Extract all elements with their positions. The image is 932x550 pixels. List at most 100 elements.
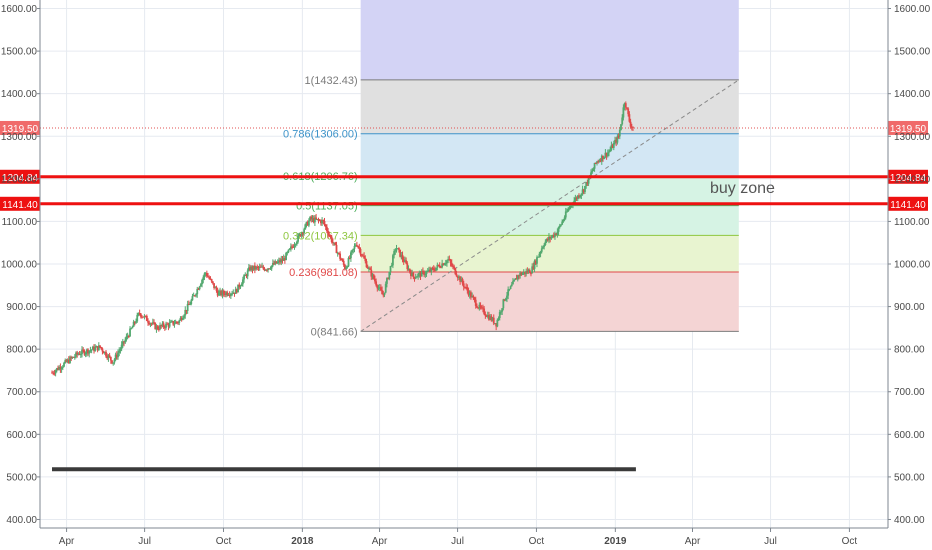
candle-body (83, 350, 86, 355)
candle-body (288, 248, 291, 250)
candle-body (419, 272, 422, 277)
candle-body (380, 287, 382, 291)
candle-body (95, 346, 98, 348)
candle-body (195, 294, 197, 296)
candle-body (305, 221, 308, 225)
candle-body (240, 284, 243, 286)
candle-body (371, 274, 374, 277)
candle-body (462, 283, 465, 287)
fib-trend-line[interactable] (360, 79, 740, 332)
current-price-tag-right: 1319.50 (888, 120, 928, 135)
candle-body (612, 142, 615, 148)
candle-body (554, 233, 556, 237)
candle-body (155, 326, 158, 330)
current-price-tag-box (0, 120, 40, 135)
candle-body (454, 268, 457, 275)
candle-body (149, 323, 152, 325)
candle-body (478, 304, 481, 309)
candle-body (590, 172, 592, 176)
candle-body (132, 321, 135, 327)
candle-body (400, 254, 403, 257)
candle-body (186, 304, 189, 311)
candle-body (281, 259, 284, 261)
candle-body (494, 323, 496, 325)
fib-level-label[interactable]: 1(1432.43) (304, 75, 357, 87)
candle-body (237, 284, 239, 293)
candle-body (369, 268, 372, 270)
candle-body (330, 236, 333, 242)
candle-body (483, 308, 486, 315)
candle-body (262, 266, 265, 269)
candle-body (214, 287, 217, 289)
candle-body (263, 268, 266, 271)
fib-level-label[interactable]: 0.382(1067.34) (283, 230, 358, 242)
candle-body (319, 220, 322, 224)
candle-body (416, 276, 418, 278)
candle-body (108, 355, 111, 357)
candle-body (459, 276, 462, 282)
candle-body (524, 271, 526, 274)
candle-body (382, 294, 385, 296)
candle-body (325, 226, 328, 232)
candle-body (76, 352, 79, 355)
x-tick-label: Jul (138, 536, 151, 547)
candle-body (144, 315, 147, 317)
candle-body (526, 270, 529, 273)
candle-body (582, 189, 585, 192)
candle-body (468, 292, 471, 296)
candle-body (191, 296, 194, 301)
candle-body (57, 368, 59, 370)
candle-body (217, 292, 220, 296)
candle-body (338, 252, 340, 254)
candle-body (82, 349, 85, 351)
candle-body (591, 171, 594, 173)
y-tick-label-right: 1200.00 (894, 174, 931, 185)
candle-body (61, 366, 64, 368)
fibonacci-retracement[interactable]: 1(1432.43)0.786(1306.00)0.618(1206.76)0.… (283, 0, 740, 338)
candle-body (387, 278, 390, 280)
candle-body (225, 292, 227, 295)
candle-body (362, 255, 364, 257)
candle-body (336, 252, 339, 254)
candle-body (621, 117, 624, 125)
candle-body (313, 217, 316, 223)
candle-body (606, 152, 609, 157)
buy-zone-annotation[interactable]: buy zone (710, 180, 775, 197)
candle-body (315, 217, 317, 220)
candle-body (177, 322, 179, 324)
candle-body (199, 284, 202, 287)
candle-body (420, 270, 423, 277)
candle-body (157, 328, 160, 330)
fib-level-label[interactable]: 0(841.66) (311, 326, 358, 338)
candle-body (628, 114, 631, 122)
candle-body (443, 263, 446, 266)
fib-zone (360, 133, 739, 176)
candle-body (258, 266, 261, 268)
candle-body (568, 207, 571, 209)
candle-body (97, 345, 100, 351)
candle-body (179, 317, 182, 321)
candle-body (563, 217, 566, 221)
chart-overlays[interactable]: 1204.84 1204.84 1141.40 1141.40 1319.50 1319.… (0, 120, 928, 472)
candle-body (185, 309, 188, 311)
candle-body (233, 292, 236, 294)
candle-body (232, 292, 235, 294)
fib-level-label[interactable]: 0.236(981.08) (289, 267, 358, 279)
candle-body (586, 182, 589, 184)
candle-body (431, 268, 434, 270)
candle-body (269, 268, 272, 270)
candle-body (471, 295, 474, 298)
candle-body (231, 293, 233, 295)
candle-body (64, 360, 67, 363)
candle-body (533, 260, 536, 269)
candle-body (383, 292, 386, 295)
candle-body (53, 373, 56, 375)
candle-body (256, 266, 259, 268)
candle-body (109, 356, 112, 361)
fib-level-label[interactable]: 0.786(1306.00) (283, 129, 358, 141)
candle-body (412, 272, 415, 277)
candle-body (244, 274, 247, 276)
candle-body (435, 267, 438, 271)
candle-body (283, 258, 286, 261)
